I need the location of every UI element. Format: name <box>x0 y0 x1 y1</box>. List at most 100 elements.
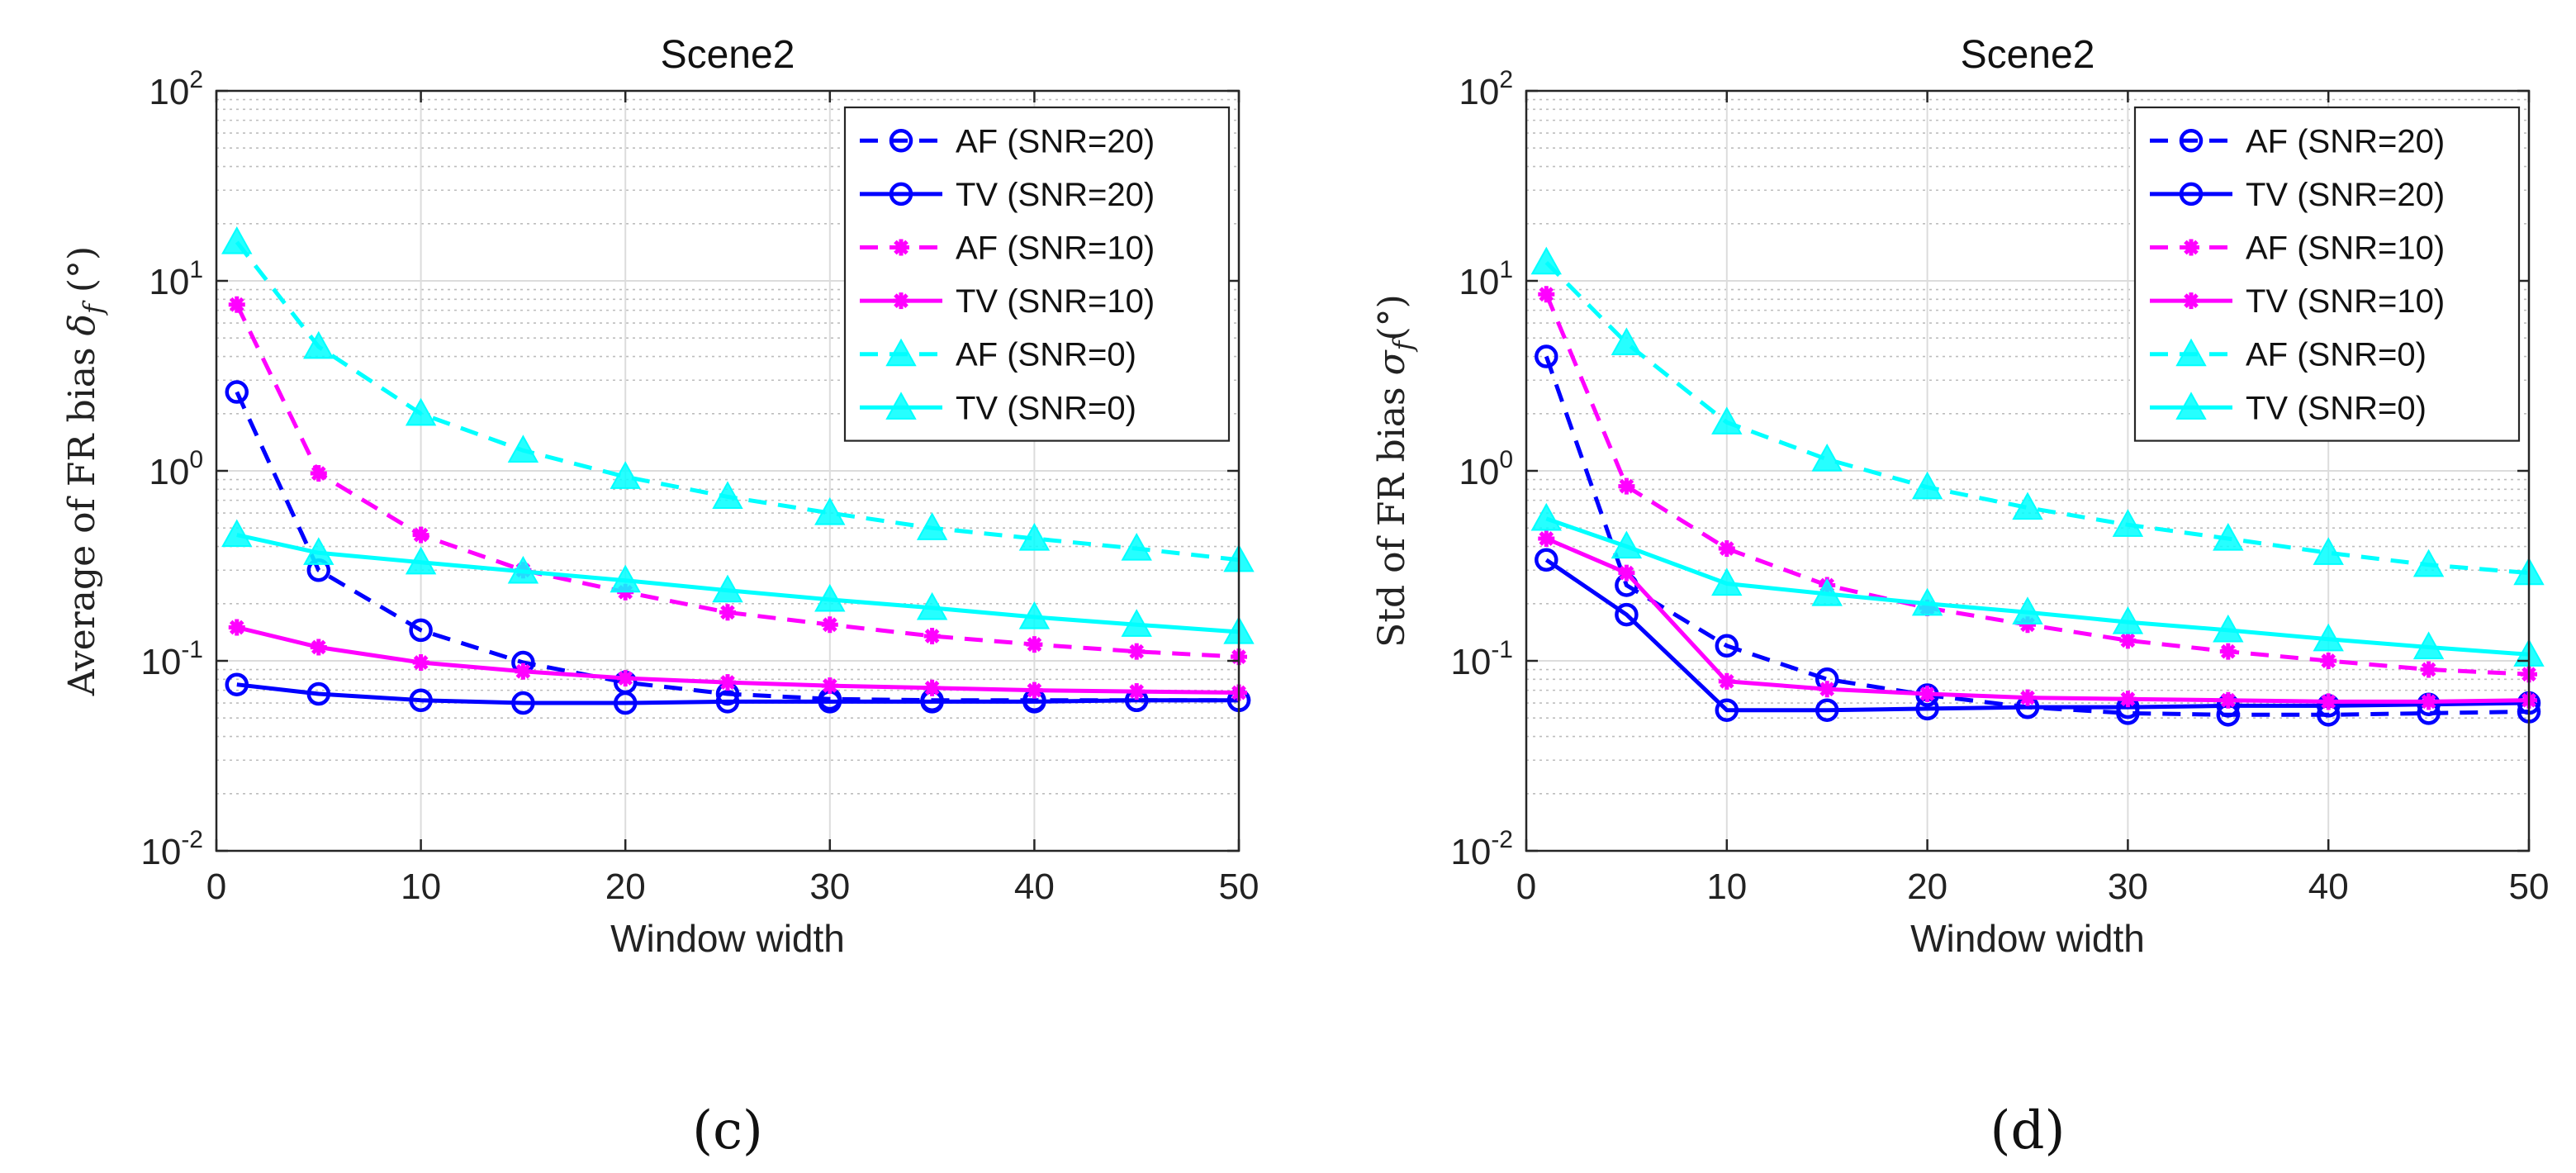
series-line <box>235 391 1239 703</box>
data-point <box>1538 286 1555 303</box>
data-point <box>1811 443 1843 472</box>
data-point <box>405 546 437 575</box>
data-point <box>2420 693 2437 710</box>
x-tick-label: 50 <box>2509 867 2550 907</box>
legend-item: TV (SNR=0) <box>860 390 1136 426</box>
data-point <box>2179 182 2204 207</box>
data-point <box>2112 605 2144 634</box>
data-point <box>889 129 913 153</box>
data-point <box>712 574 743 603</box>
data-point <box>2320 693 2337 710</box>
data-point <box>617 670 634 687</box>
legend-label: AF (SNR=10) <box>956 230 1155 267</box>
data-point <box>2175 338 2207 367</box>
x-tick-label: 0 <box>206 867 226 907</box>
legend-item: AF (SNR=20) <box>860 123 1155 159</box>
chart-title: Scene2 <box>1961 33 2095 77</box>
data-point <box>1819 681 1836 698</box>
data-point <box>303 330 334 359</box>
data-point <box>1711 568 1743 596</box>
data-point <box>2175 392 2207 420</box>
data-point <box>1611 530 1643 559</box>
data-point <box>1919 686 1936 703</box>
data-point <box>712 481 743 510</box>
x-tick-label: 20 <box>1907 867 1947 907</box>
chart-title: Scene2 <box>661 33 795 77</box>
legend-label: AF (SNR=0) <box>956 337 1136 373</box>
ticks: 0 10 20 30 40 50 10-2 10-1 100 101 102 <box>1450 66 2549 907</box>
legend-item: AF (SNR=20) <box>2150 123 2445 159</box>
series-line <box>1544 558 2530 713</box>
legend-item: AF (SNR=0) <box>860 337 1136 373</box>
data-point <box>1026 681 1043 699</box>
data-point <box>1711 406 1743 435</box>
y-tick-label: 101 <box>1459 256 1513 302</box>
legend-label: AF (SNR=0) <box>2246 337 2427 373</box>
data-point <box>2219 643 2237 660</box>
series-line <box>236 682 1239 705</box>
data-point <box>1618 564 1635 582</box>
data-point <box>2219 691 2237 709</box>
data-point <box>821 616 838 634</box>
data-point <box>2112 509 2144 537</box>
data-point <box>225 380 249 404</box>
data-point <box>2213 522 2244 551</box>
data-point <box>412 654 429 672</box>
ticks: 0 10 20 30 40 50 10-2 10-1 100 101 102 <box>140 66 1259 907</box>
data-point <box>889 182 913 207</box>
y-tick-label: 102 <box>1459 66 1513 112</box>
legend: AF (SNR=20) TV (SNR=20) AF (SNR=10) TV (SNR… <box>2133 106 2521 442</box>
data-point <box>225 672 249 696</box>
data-point <box>916 591 948 620</box>
y-tick-label: 101 <box>149 256 203 302</box>
legend: AF (SNR=20) TV (SNR=20) AF (SNR=10) TV (SNR… <box>843 106 1231 442</box>
data-point <box>719 674 736 691</box>
data-point <box>1535 344 1558 368</box>
legend-label: TV (SNR=10) <box>956 283 1155 320</box>
series-group <box>1530 246 2545 727</box>
data-point <box>1618 477 1635 495</box>
x-axis-label: Window width <box>1910 917 2145 960</box>
legend-item: AF (SNR=10) <box>2150 230 2445 267</box>
data-point <box>1121 609 1152 637</box>
legend-item: AF (SNR=0) <box>2150 337 2427 373</box>
series-line <box>235 303 1240 659</box>
legend-item: AF (SNR=10) <box>860 230 1155 267</box>
legend-label: AF (SNR=20) <box>956 123 1155 159</box>
data-point <box>1615 602 1639 627</box>
data-point <box>885 392 917 420</box>
data-point <box>1018 601 1051 629</box>
data-point <box>1535 548 1558 572</box>
x-tick-label: 40 <box>2308 867 2349 907</box>
series-af-snr-10 <box>1538 286 2537 683</box>
data-point <box>916 512 948 540</box>
data-point <box>821 677 838 695</box>
data-point <box>1718 540 1735 558</box>
x-tick-label: 0 <box>1516 867 1536 907</box>
data-point <box>1530 502 1562 531</box>
data-point <box>1715 698 1739 722</box>
panel-label: (c) <box>692 1100 763 1161</box>
data-point <box>409 688 433 712</box>
legend-box <box>2133 106 2521 442</box>
data-point <box>2179 129 2204 153</box>
data-point <box>2183 239 2199 256</box>
data-point <box>610 461 641 489</box>
data-point <box>1121 532 1152 561</box>
series-tv-snr-20 <box>225 672 1251 715</box>
legend-item: TV (SNR=20) <box>860 177 1155 213</box>
data-point <box>719 604 736 621</box>
x-tick-label: 50 <box>1219 867 1260 907</box>
data-point <box>1128 683 1146 700</box>
data-point <box>405 397 437 426</box>
series-tv-snr-0 <box>221 519 1255 644</box>
x-tick-label: 10 <box>1706 867 1747 907</box>
x-tick-label: 40 <box>1014 867 1055 907</box>
y-axis-label: Average of FR bias δf (°) <box>61 246 109 696</box>
data-point <box>814 496 846 525</box>
data-point <box>2412 549 2445 577</box>
data-point <box>2119 632 2137 649</box>
legend-label: TV (SNR=0) <box>2246 390 2427 426</box>
data-point <box>2183 292 2199 310</box>
